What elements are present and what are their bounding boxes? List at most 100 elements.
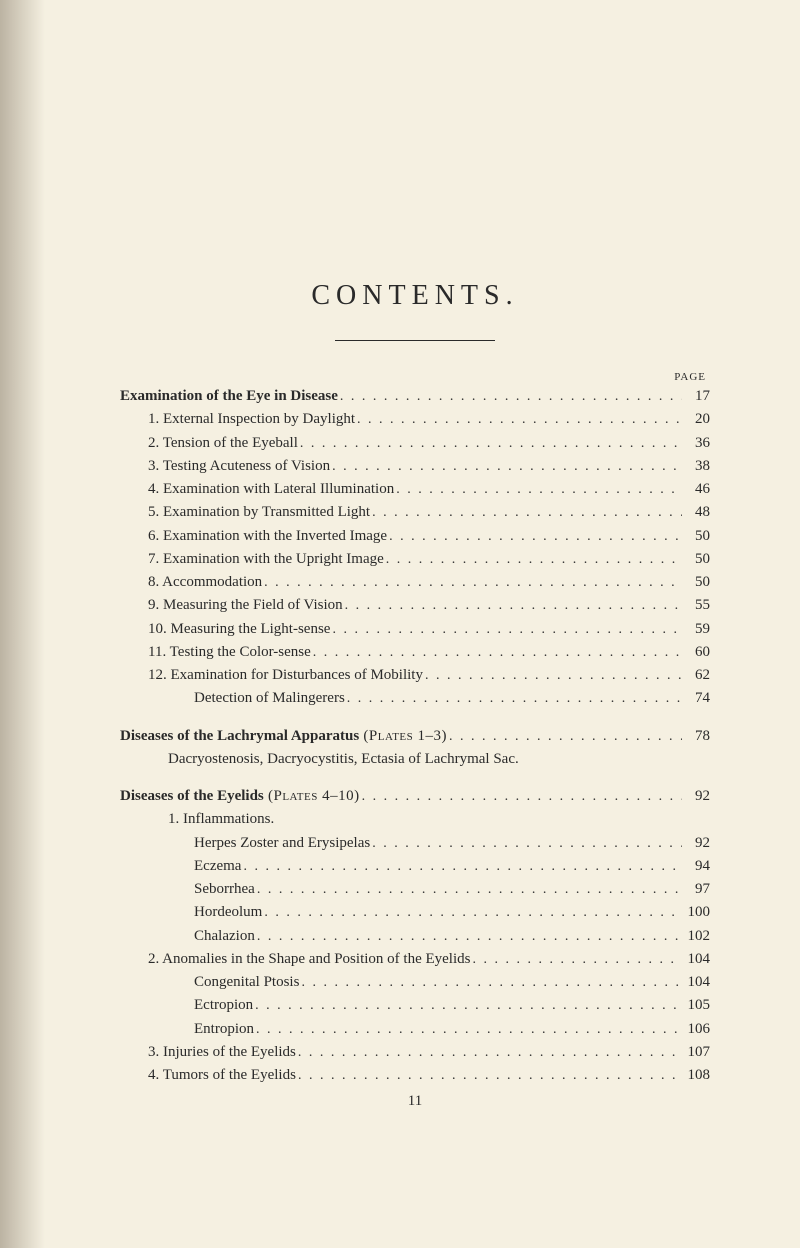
toc-page: 100 — [682, 901, 710, 924]
toc-line: 3. Testing Acuteness of Vision 38 — [120, 455, 710, 478]
toc-label: 8. Accommodation — [148, 571, 262, 594]
toc-line: 4. Examination with Lateral Illumination… — [120, 478, 710, 501]
toc-line: Detection of Malingerers74 — [120, 687, 710, 710]
toc-page: 105 — [682, 994, 710, 1017]
toc-label: 3. Testing Acuteness of Vision — [148, 455, 330, 478]
dot-leader — [253, 995, 682, 1017]
toc-page: 38 — [682, 455, 710, 478]
dot-leader — [255, 926, 682, 948]
section-subtext: Dacryostenosis, Dacryocystitis, Ectasia … — [120, 748, 710, 771]
toc-label: Congenital Ptosis — [194, 971, 299, 994]
toc-line: Diseases of the Lachrymal Apparatus (Pla… — [120, 725, 710, 748]
toc-page: 62 — [682, 664, 710, 687]
dot-leader — [330, 619, 682, 641]
toc-page: 102 — [682, 925, 710, 948]
toc-page: 55 — [682, 594, 710, 617]
toc-line: Chalazion 102 — [120, 925, 710, 948]
toc-page: 106 — [682, 1018, 710, 1041]
page-column-label: PAGE — [120, 371, 710, 383]
toc-page: 108 — [682, 1064, 710, 1087]
dot-leader — [343, 595, 682, 617]
toc-line: 7. Examination with the Upright Image 50 — [120, 548, 710, 571]
toc-line: Seborrhea97 — [120, 878, 710, 901]
toc-label: 6. Examination with the Inverted Image — [148, 525, 387, 548]
toc-label: 1. External Inspection by Daylight — [148, 408, 355, 431]
dot-leader — [338, 386, 682, 408]
toc-page: 78 — [682, 725, 710, 748]
dot-leader — [394, 479, 682, 501]
toc-page: 50 — [682, 525, 710, 548]
dot-leader — [262, 572, 682, 594]
toc-page: 104 — [682, 948, 710, 971]
toc-label: 4. Tumors of the Eyelids — [148, 1064, 296, 1087]
toc-line: 11. Testing the Color-sense 60 — [120, 641, 710, 664]
toc-label: 2. Anomalies in the Shape and Position o… — [148, 948, 470, 971]
toc-label: 7. Examination with the Upright Image — [148, 548, 384, 571]
toc-page: 97 — [682, 878, 710, 901]
toc-line: Hordeolum 100 — [120, 901, 710, 924]
footer-page-number: 11 — [120, 1093, 710, 1110]
dot-leader — [423, 665, 682, 687]
toc-page: 36 — [682, 432, 710, 455]
toc-page: 92 — [682, 785, 710, 808]
toc-label: 9. Measuring the Field of Vision — [148, 594, 343, 617]
dot-leader — [345, 688, 682, 710]
toc-label: 2. Tension of the Eyeball — [148, 432, 298, 455]
toc-page: 17 — [682, 385, 710, 408]
dot-leader — [298, 433, 682, 455]
dot-leader — [241, 856, 682, 878]
toc-label: Hordeolum — [194, 901, 262, 924]
toc-page: 92 — [682, 832, 710, 855]
toc-label: Herpes Zoster and Erysipelas — [194, 832, 370, 855]
toc-line: 3. Injuries of the Eyelids107 — [120, 1041, 710, 1064]
dot-leader — [330, 456, 682, 478]
toc-line: Examination of the Eye in Disease 17 — [120, 385, 710, 408]
toc-label: 5. Examination by Transmitted Light — [148, 501, 370, 524]
toc-label: Diseases of the Eyelids (Plates 4–10) — [120, 785, 360, 808]
toc-page: 104 — [682, 971, 710, 994]
dot-leader — [360, 786, 682, 808]
dot-leader — [311, 642, 682, 664]
toc-label: Chalazion — [194, 925, 255, 948]
toc-line: 12. Examination for Disturbances of Mobi… — [120, 664, 710, 687]
toc-line: 10. Measuring the Light-sense59 — [120, 618, 710, 641]
toc-line: Herpes Zoster and Erysipelas 92 — [120, 832, 710, 855]
contents-page: CONTENTS. PAGE Examination of the Eye in… — [0, 0, 800, 1150]
toc-page: 20 — [682, 408, 710, 431]
toc-line: Eczema94 — [120, 855, 710, 878]
toc-label: 4. Examination with Lateral Illumination — [148, 478, 394, 501]
dot-leader — [370, 502, 682, 524]
toc-line: Entropion106 — [120, 1018, 710, 1041]
dot-leader — [387, 526, 682, 548]
dot-leader — [296, 1042, 682, 1064]
toc-label: Eczema — [194, 855, 241, 878]
dot-leader — [355, 409, 682, 431]
toc-line: 2. Tension of the Eyeball 36 — [120, 432, 710, 455]
toc-page: 50 — [682, 571, 710, 594]
dot-leader — [447, 726, 682, 748]
toc-page: 74 — [682, 687, 710, 710]
dot-leader — [255, 879, 682, 901]
toc-label: Examination of the Eye in Disease — [120, 385, 338, 408]
toc-page: 48 — [682, 501, 710, 524]
dot-leader — [370, 833, 682, 855]
section-gap — [120, 711, 710, 725]
table-of-contents: Examination of the Eye in Disease 17 1. Ex… — [120, 385, 710, 1087]
dot-leader — [470, 949, 682, 971]
toc-page: 50 — [682, 548, 710, 571]
toc-line: Ectropion 105 — [120, 994, 710, 1017]
toc-label: 10. Measuring the Light-sense — [148, 618, 330, 641]
toc-label: 11. Testing the Color-sense — [148, 641, 311, 664]
toc-page: 60 — [682, 641, 710, 664]
dot-leader — [254, 1019, 682, 1041]
title-rule — [335, 340, 495, 341]
section-gap — [120, 771, 710, 785]
toc-line: 4. Tumors of the Eyelids 108 — [120, 1064, 710, 1087]
toc-line: 8. Accommodation 50 — [120, 571, 710, 594]
toc-line: Congenital Ptosis 104 — [120, 971, 710, 994]
toc-label: Ectropion — [194, 994, 253, 1017]
sub-heading: 1. Inflammations. — [120, 808, 710, 831]
dot-leader — [299, 972, 682, 994]
toc-line: 2. Anomalies in the Shape and Position o… — [120, 948, 710, 971]
dot-leader — [384, 549, 682, 571]
